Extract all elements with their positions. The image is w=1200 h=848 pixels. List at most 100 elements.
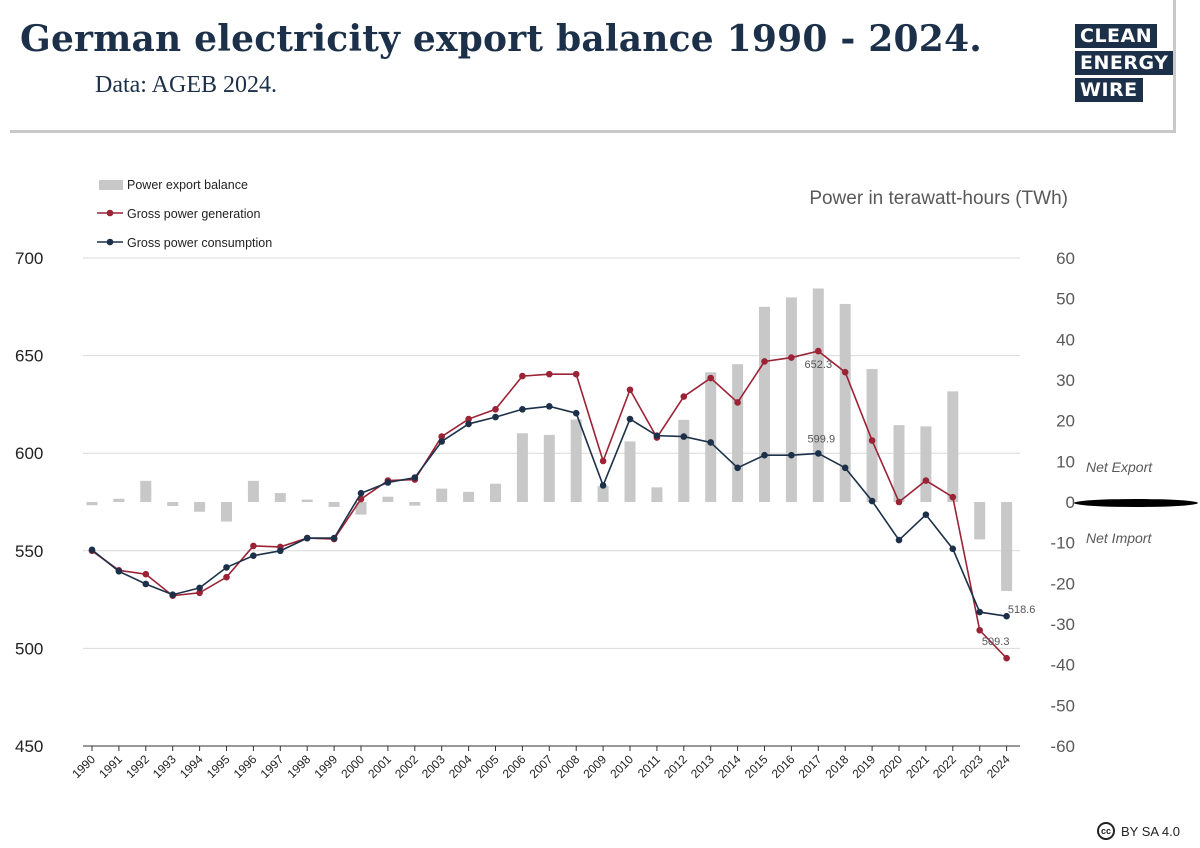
left-axis-tick-label: 500 <box>15 639 43 658</box>
consumption-point <box>303 534 311 542</box>
consumption-point <box>653 432 661 439</box>
consumption-point <box>223 564 230 571</box>
x-tick-label: 2009 <box>580 752 609 781</box>
x-tick-label: 2011 <box>635 752 663 780</box>
left-axis-tick-label: 550 <box>15 542 43 561</box>
consumption-point <box>492 413 499 421</box>
consumption-point <box>761 451 768 459</box>
x-tick-label: 2001 <box>365 752 394 781</box>
x-tick-label: 2016 <box>769 752 798 781</box>
logo-line-clean: CLEAN <box>1075 24 1158 48</box>
export-balance-bar <box>785 297 797 502</box>
left-axis-tick-label: 450 <box>15 737 43 756</box>
x-tick-label: 2024 <box>984 752 1013 781</box>
export-balance-bar <box>274 493 286 502</box>
x-tick-label: 1996 <box>231 752 260 781</box>
export-balance-bar <box>624 441 636 502</box>
export-balance-bar <box>812 288 824 502</box>
x-tick-label: 2010 <box>607 752 636 781</box>
x-tick-label: 1997 <box>258 752 287 781</box>
generation-point <box>707 374 714 382</box>
generation-point <box>546 370 553 378</box>
export-balance-bar <box>839 303 851 502</box>
x-tick-label: 1994 <box>177 752 206 781</box>
export-balance-bar <box>167 502 179 507</box>
net-export-label: Net Export <box>1086 459 1153 475</box>
consumption-point <box>976 608 983 616</box>
generation-point <box>868 437 876 444</box>
generation-point <box>599 457 607 465</box>
zero-line-marker <box>1074 499 1198 507</box>
x-tick-label: 2018 <box>823 752 852 781</box>
export-balance-bar <box>86 502 98 506</box>
export-balance-bar <box>866 369 878 502</box>
consumption-point <box>868 497 876 505</box>
x-tick-label: 2023 <box>957 752 986 781</box>
right-axis-tick-label: 60 <box>1056 249 1075 268</box>
export-balance-bar <box>732 364 744 502</box>
generation-point <box>250 542 257 550</box>
data-label: 652.3 <box>805 359 833 371</box>
x-tick-label: 2002 <box>392 752 421 781</box>
generation-point <box>922 477 930 484</box>
consumption-point <box>438 438 446 445</box>
legend-label: Gross power consumption <box>127 236 272 250</box>
x-tick-label: 2021 <box>903 752 932 781</box>
right-axis-tick-label: -50 <box>1050 696 1075 715</box>
right-axis-tick-label: -10 <box>1050 534 1075 553</box>
export-balance-bar <box>382 496 394 502</box>
export-balance-bar <box>409 502 421 506</box>
consumption-point <box>949 545 957 553</box>
generation-point <box>841 368 849 376</box>
x-tick-label: 2004 <box>446 752 475 781</box>
generation-point <box>142 570 150 578</box>
export-balance-bar <box>974 502 986 540</box>
generation-point <box>815 347 822 355</box>
right-axis-tick-label: -30 <box>1050 615 1075 634</box>
export-balance-bar <box>759 306 770 502</box>
x-tick-label: 1998 <box>285 752 314 781</box>
consumption-point <box>626 415 634 423</box>
x-tick-label: 2007 <box>527 752 556 781</box>
export-balance-bar <box>570 419 582 502</box>
consumption-point <box>88 546 96 554</box>
generation-point <box>465 415 472 423</box>
export-balance-bar <box>597 486 609 502</box>
generation-point <box>680 393 688 400</box>
clean-energy-wire-logo: CLEAN ENERGY WIRE <box>1075 24 1174 105</box>
consumption-point <box>277 547 284 555</box>
x-tick-label: 2012 <box>661 752 690 781</box>
x-tick-label: 1993 <box>150 752 179 781</box>
export-balance-bar <box>651 487 663 502</box>
x-tick-label: 2005 <box>473 752 502 781</box>
right-axis-tick-label: -60 <box>1050 737 1075 756</box>
consumption-point <box>142 580 150 588</box>
consumption-point <box>330 534 338 542</box>
export-balance-bar <box>678 419 690 502</box>
export-balance-bar <box>355 502 367 515</box>
x-tick-label: 2015 <box>742 752 771 781</box>
x-tick-label: 1990 <box>69 752 98 781</box>
data-label: 509.3 <box>982 636 1010 648</box>
export-balance-bar <box>1001 502 1013 592</box>
generation-point <box>572 370 580 378</box>
export-balance-bar <box>705 372 717 502</box>
consumption-point <box>841 464 849 472</box>
export-balance-bar <box>893 425 905 502</box>
x-tick-label: 2000 <box>338 752 367 781</box>
consumption-point <box>599 482 607 489</box>
right-axis-tick-label: 20 <box>1056 412 1075 431</box>
right-axis-tick-label: 0 <box>1066 493 1075 512</box>
data-label: 518.6 <box>1008 604 1036 616</box>
consumption-point <box>411 474 419 481</box>
legend-label: Gross power generation <box>127 207 260 221</box>
logo-line-wire: WIRE <box>1075 78 1143 102</box>
legend-swatch-balance <box>99 180 123 190</box>
x-tick-label: 2019 <box>849 752 878 781</box>
generation-point <box>949 493 957 501</box>
net-import-label: Net Import <box>1086 530 1152 546</box>
x-tick-label: 2017 <box>796 752 825 781</box>
x-tick-label: 2008 <box>554 752 583 781</box>
export-balance-bar <box>490 483 501 502</box>
generation-point <box>734 399 741 406</box>
